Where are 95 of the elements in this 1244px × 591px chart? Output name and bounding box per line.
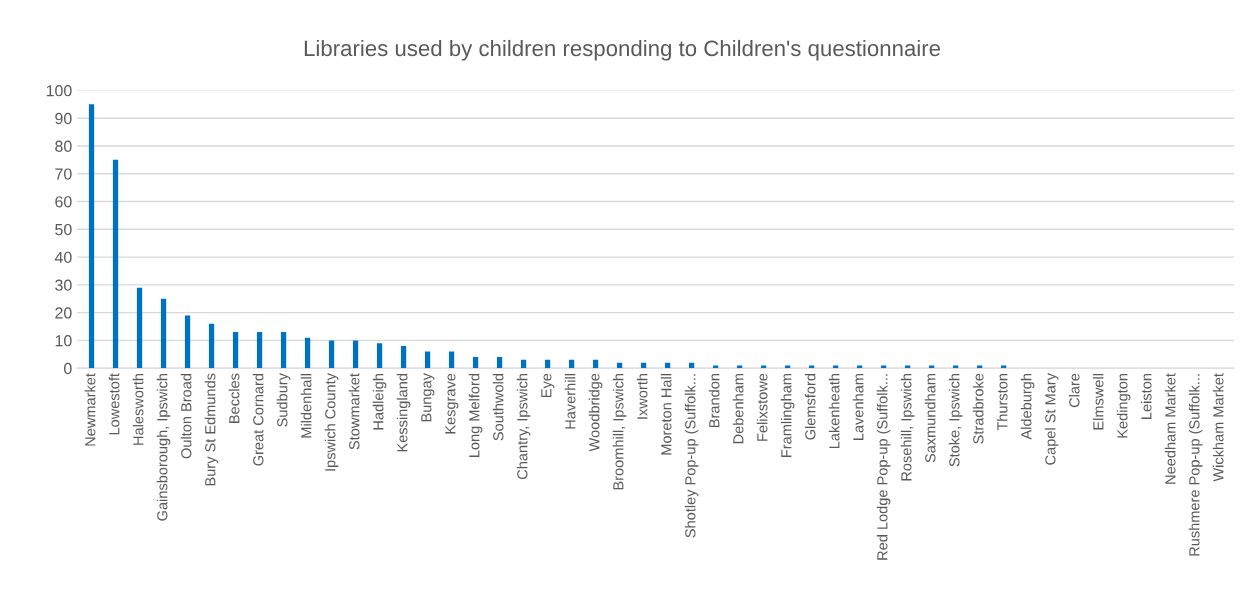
bar (256, 332, 263, 369)
bar (1000, 365, 1007, 369)
bar (832, 365, 839, 369)
x-tick-label: Leiston (1140, 374, 1152, 419)
y-tick-label: 30 (55, 279, 72, 291)
x-tick-label: Brandon (708, 374, 720, 427)
x-tick-label: Lakenheath (828, 373, 840, 449)
bar (880, 365, 887, 369)
x-tick-label: Ixworth (636, 374, 648, 419)
bar (496, 357, 503, 369)
bar (280, 332, 287, 369)
bar (592, 359, 599, 369)
x-tick-label: Long Melford (468, 373, 483, 457)
bar (904, 365, 911, 369)
x-tick-label: Chantry, Ipswich (516, 374, 531, 480)
y-tick-label: 20 (55, 307, 72, 319)
x-tick-label: Oulton Broad (180, 373, 192, 459)
x-tick-label: Ipswich County (324, 373, 339, 471)
bar (184, 315, 191, 369)
x-tick-label: Shotley Pop-up (Suffolk... (684, 374, 699, 538)
y-tick-label: 70 (55, 168, 72, 180)
x-tick-label: Stowmarket (348, 373, 360, 450)
bar (736, 365, 743, 369)
bar (232, 332, 239, 369)
x-tick-label: Moreton Hall (660, 374, 672, 455)
x-tick-label: Saxmundham (924, 374, 936, 463)
bar (712, 365, 719, 369)
y-tick-label: 10 (55, 335, 72, 347)
x-tick-label: Gainsborough, Ipswich (156, 373, 171, 521)
bar (928, 365, 935, 369)
bar (376, 343, 383, 369)
x-tick-label: Kesgrave (445, 373, 459, 434)
y-tick-label: 50 (55, 223, 72, 236)
x-tick-label: Rushmere Pop-up (Suffolk... (1188, 374, 1203, 556)
bar (328, 340, 335, 369)
x-tick-label: Kedington (1116, 374, 1131, 438)
bar (88, 104, 95, 369)
x-tick-label: Great Cornard (252, 373, 264, 466)
x-tick-label: Bungay (421, 373, 435, 422)
y-tick-label: 90 (55, 112, 72, 125)
bar (400, 345, 407, 369)
x-tick-label: Lavenham (852, 374, 864, 440)
bar (952, 365, 959, 369)
x-tick-label: Capel St Mary (1044, 373, 1059, 465)
x-tick-label: Kessingland (396, 373, 411, 452)
y-tick-label: 60 (55, 196, 72, 208)
bar (424, 351, 431, 369)
bar (136, 287, 143, 369)
bar (760, 365, 767, 369)
x-tick-label: Red Lodge Pop-up (Suffolk... (876, 374, 891, 560)
bar (352, 340, 359, 369)
bar (160, 298, 167, 369)
x-tick-label: Debenham (732, 374, 744, 444)
bar (856, 365, 863, 369)
chart-title: Libraries used by children responding to Children's questionnaire (304, 39, 941, 61)
x-tick-label: Halesworth (132, 374, 144, 445)
bar (976, 365, 983, 369)
x-tick-label: Hadleigh (372, 374, 387, 430)
bar (784, 365, 791, 369)
bar (112, 159, 119, 369)
x-tick-label: Needham Market (1164, 373, 1176, 484)
bar (544, 359, 551, 369)
x-tick-label: Thurston (996, 374, 1008, 431)
y-tick-label: 100 (46, 85, 72, 97)
x-tick-label: Felixstowe (756, 373, 768, 441)
x-tick-label: Haverhill (564, 374, 576, 429)
x-tick-label: Mildenhall (300, 374, 312, 438)
x-tick-label: Elmswell (1092, 374, 1104, 430)
x-tick-label: Clare (1068, 373, 1080, 408)
bar (208, 323, 215, 369)
bar (472, 357, 479, 369)
x-tick-label: Lowestoft (108, 373, 120, 435)
x-tick-label: Woodbridge (588, 373, 603, 452)
x-tick-label: Eye (541, 373, 555, 397)
bar (448, 351, 455, 369)
y-tick-label: 40 (54, 251, 72, 264)
x-tick-label: Stradbroke (972, 373, 984, 444)
x-tick-label: Newmarket (84, 373, 96, 446)
x-tick-label: Rosehill, Ipswich (900, 374, 915, 481)
bar (808, 365, 815, 369)
x-tick-label: Aldeburgh (1020, 374, 1035, 440)
x-tick-label: Wickham Market (1212, 373, 1224, 482)
x-tick-label: Bury St Edmunds (204, 373, 219, 486)
x-tick-label: Southwold (492, 373, 504, 441)
x-tick-label: Framlingham (780, 374, 795, 457)
bar (520, 359, 527, 369)
bar (304, 337, 311, 369)
bar (568, 359, 575, 369)
x-tick-label: Sudbury (276, 373, 291, 427)
y-tick-label: 0 (64, 362, 72, 375)
x-tick-label: Beccles (228, 373, 240, 423)
x-tick-label: Glemsford (804, 373, 816, 440)
x-tick-label: Stoke, Ipswich (948, 374, 963, 467)
y-tick-label: 80 (55, 140, 72, 152)
x-tick-label: Broomhill, Ipswich (612, 374, 627, 490)
